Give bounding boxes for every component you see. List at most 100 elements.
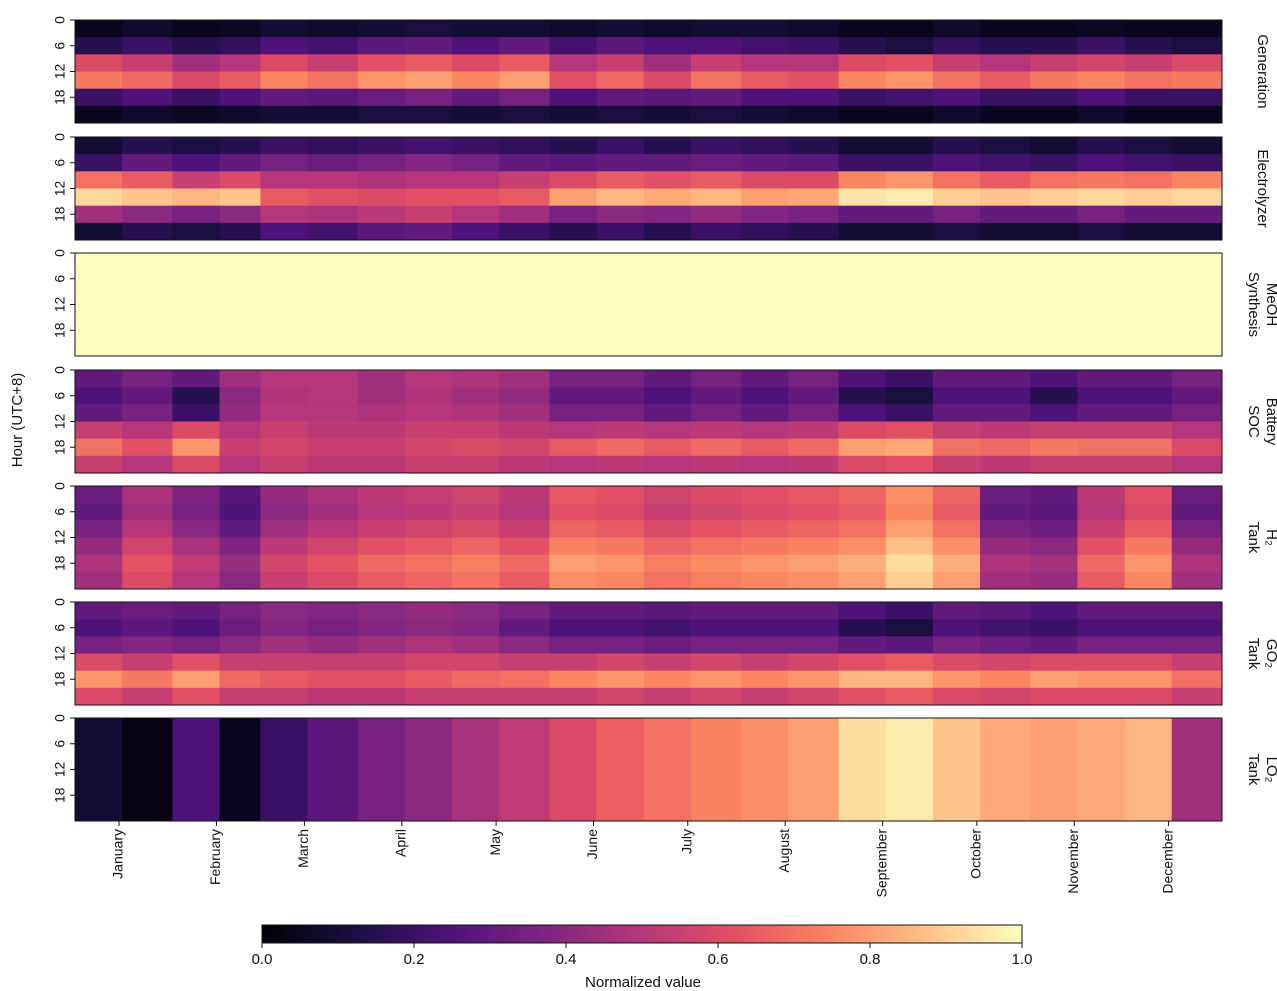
heatmap-cell xyxy=(499,421,551,439)
heatmap-cell xyxy=(549,171,598,189)
heatmap-cell xyxy=(549,718,598,822)
heatmap-cell xyxy=(122,554,173,573)
heatmap-cell xyxy=(885,653,934,671)
heatmap-cell xyxy=(404,670,453,689)
heatmap-cell xyxy=(1030,404,1078,422)
heatmap-cell xyxy=(75,188,123,206)
heatmap-cell xyxy=(122,520,173,538)
heatmap-cell xyxy=(690,537,742,555)
heatmap-cell xyxy=(596,486,645,504)
y-tick-label: 0 xyxy=(52,16,68,24)
heatmap-cell xyxy=(980,619,1031,637)
heatmap-cell xyxy=(307,54,359,72)
heatmap-cell xyxy=(788,253,840,357)
heatmap-cell xyxy=(741,653,789,671)
heatmap-cell xyxy=(932,537,981,555)
heatmap-cell xyxy=(1171,188,1223,206)
heatmap-cell xyxy=(980,253,1031,357)
heatmap-cell xyxy=(499,105,551,124)
heatmap-cell xyxy=(122,222,173,241)
heatmap-cell xyxy=(980,520,1031,538)
heatmap-cell xyxy=(1171,54,1223,72)
heatmap-cell xyxy=(404,520,453,538)
heatmap-cell xyxy=(980,54,1031,72)
heatmap-cell xyxy=(357,222,406,241)
heatmap-cell xyxy=(690,154,742,172)
heatmap-cell xyxy=(499,438,551,457)
y-tick-label: 6 xyxy=(52,275,68,283)
heatmap-cell xyxy=(75,653,123,671)
heatmap-cell xyxy=(690,71,742,89)
heatmap-cell xyxy=(885,421,934,439)
heatmap-cell xyxy=(690,421,742,439)
heatmap-cell xyxy=(741,105,789,124)
heatmap-cell xyxy=(307,455,359,474)
heatmap-cell xyxy=(838,455,887,474)
heatmap-cell xyxy=(122,486,173,504)
heatmap-cell xyxy=(404,171,453,189)
heatmap-cell xyxy=(172,602,221,620)
heatmap-cell xyxy=(1171,421,1223,439)
heatmap-cell xyxy=(643,253,692,357)
heatmap-cell xyxy=(838,503,887,521)
y-tick-label: 12 xyxy=(52,530,68,546)
heatmap-cell xyxy=(307,438,359,457)
heatmap-cell xyxy=(75,205,123,224)
y-tick-label: 0 xyxy=(52,598,68,606)
heatmap-cell xyxy=(1030,137,1078,155)
heatmap-cell xyxy=(596,636,645,654)
heatmap-cell xyxy=(885,171,934,189)
heatmap-cell xyxy=(1124,520,1173,538)
heatmap-cell xyxy=(499,636,551,654)
heatmap-cell xyxy=(172,188,221,206)
panel-label: Battery xyxy=(1263,398,1277,446)
heatmap-cell xyxy=(690,718,742,822)
heatmap-cell xyxy=(932,253,981,357)
heatmap-cell xyxy=(307,619,359,637)
heatmap-cell xyxy=(643,455,692,474)
heatmap-cell xyxy=(643,438,692,457)
heatmap-cell xyxy=(122,636,173,654)
heatmap-cell xyxy=(75,537,123,555)
heatmap-cell xyxy=(549,670,598,689)
heatmap-cell xyxy=(596,20,645,38)
heatmap-cell xyxy=(838,670,887,689)
heatmap-cell xyxy=(643,619,692,637)
heatmap-cell xyxy=(404,438,453,457)
heatmap-cell xyxy=(1030,653,1078,671)
heatmap-cell xyxy=(1124,222,1173,241)
heatmap-cell xyxy=(885,571,934,590)
heatmap-cell xyxy=(260,105,309,124)
heatmap-cell xyxy=(980,222,1031,241)
heatmap-cell xyxy=(596,421,645,439)
heatmap-cell xyxy=(357,421,406,439)
panel-label: Tank xyxy=(1245,754,1262,786)
heatmap-cell xyxy=(1171,105,1223,124)
heatmap-cell xyxy=(932,188,981,206)
heatmap-cell xyxy=(980,404,1031,422)
heatmap-cell xyxy=(788,687,840,706)
heatmap-cell xyxy=(75,154,123,172)
heatmap-cell xyxy=(596,387,645,405)
heatmap-cell xyxy=(838,421,887,439)
heatmap-cell xyxy=(404,503,453,521)
heatmap-cell xyxy=(499,253,551,357)
heatmap-cell xyxy=(885,455,934,474)
heatmap-cell xyxy=(885,37,934,55)
heatmap-cell xyxy=(260,71,309,89)
heatmap-cell xyxy=(357,455,406,474)
heatmap-cell xyxy=(172,670,221,689)
heatmap-cell xyxy=(643,137,692,155)
heatmap-cell xyxy=(172,503,221,521)
heatmap-cell xyxy=(549,486,598,504)
heatmap-cell xyxy=(219,154,261,172)
heatmap-cell xyxy=(172,171,221,189)
heatmap-cell xyxy=(122,88,173,107)
y-tick-label: 6 xyxy=(52,42,68,50)
heatmap-cell xyxy=(172,37,221,55)
heatmap-cell xyxy=(75,670,123,689)
heatmap-cell xyxy=(788,486,840,504)
heatmap-cell xyxy=(452,554,500,573)
heatmap-cell xyxy=(690,486,742,504)
